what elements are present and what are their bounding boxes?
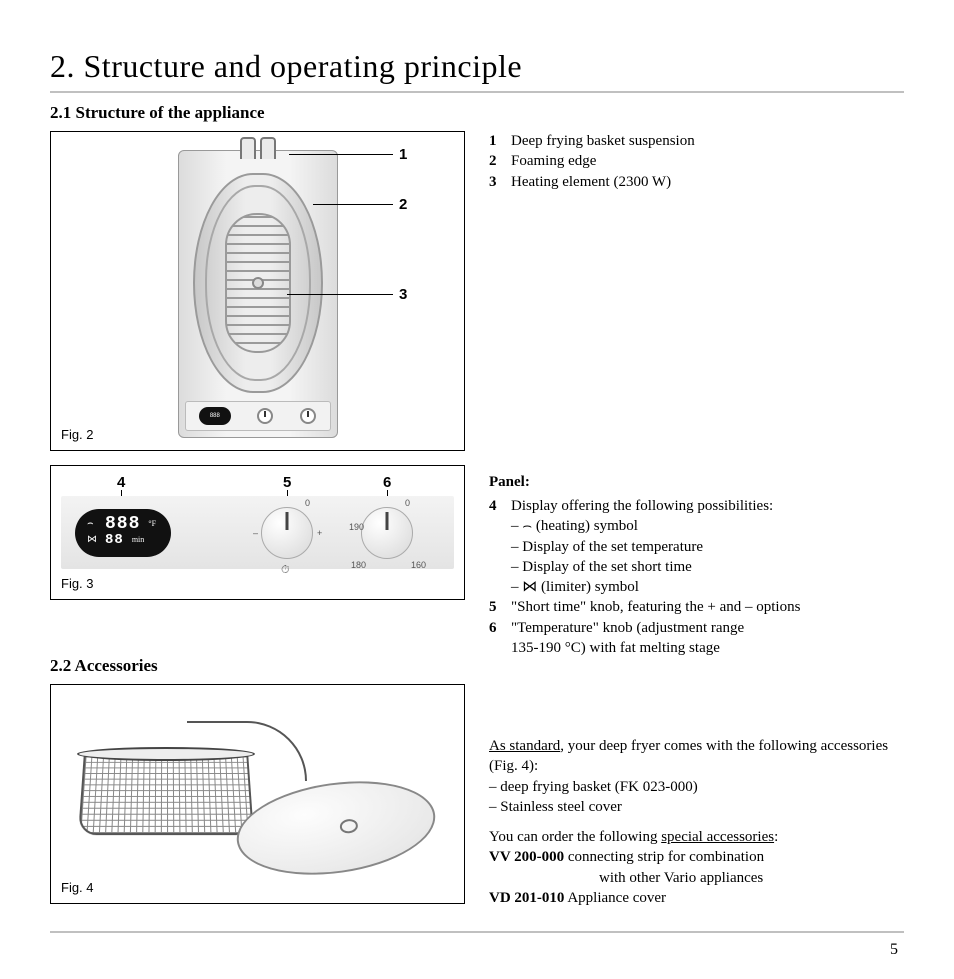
heating-icon: ⌢ [87,519,99,529]
legend-num: 3 [489,172,503,192]
legend-num: 1 [489,131,503,151]
panel-display: ⌢ 888 °F ⋈ 88 min [75,509,171,557]
figure-4: Fig. 4 [50,684,465,904]
rule-bottom [50,931,904,933]
temperature-knob [361,507,413,559]
section-2-1-heading: 2.1 Structure of the appliance [50,103,465,123]
figure-3-caption: Fig. 3 [61,576,94,591]
knob6-180: 180 [351,560,366,570]
legend-text: Display offering the following possibili… [511,496,773,516]
legend-text-cont: 135-190 °C) with fat melting stage [511,638,904,658]
code-vd: VD 201-010 [489,890,564,906]
short-time-knob [261,507,313,559]
legend-text: "Temperature" knob (adjustment range [511,618,744,638]
mini-knob-icon [257,408,273,424]
display-temp: 888 [105,515,140,533]
knob6-190: 190 [349,522,364,532]
figure-2-caption: Fig. 2 [61,427,94,442]
text: Appliance cover [564,890,666,906]
basket-mesh [78,755,254,835]
callout-1: 1 [399,146,407,163]
figure-3: 4 5 6 ⌢ 888 °F ⋈ 88 min 0 – + ⏱ 0 190 180 16… [50,465,465,600]
figure-2: 888 1 2 3 Fig. 2 [50,131,465,451]
right-column: 1 Deep frying basket suspension 2 Foaming … [489,103,904,918]
legend-num: 5 [489,597,503,617]
page-number: 5 [890,941,898,959]
panel-legend: Panel: 4 Display offering the following p… [489,472,904,658]
callout-line [287,294,393,295]
mini-display-icon: 888 [199,407,231,425]
legend-subitem: – ⋈ (limiter) symbol [529,577,904,597]
timer-icon: ⏱ [281,564,290,577]
callout-line [313,204,393,205]
knob6-160: 160 [411,560,426,570]
accessories-text: As standard, your deep fryer comes with … [489,736,904,908]
legend-subitem: – ⌢ (heating) symbol [529,516,904,536]
display-time-unit: min [132,536,144,544]
callout-line [289,154,393,155]
text: : [774,829,778,845]
callout-6: 6 [383,474,391,491]
text: You can order the following [489,829,661,845]
panel-heading: Panel: [489,472,904,492]
accessories-standard: As standard, your deep fryer comes with … [489,736,904,817]
accessories-special: You can order the following special acce… [489,827,904,908]
legend-num: 2 [489,151,503,171]
legend-1-3: 1 Deep frying basket suspension 2 Foaming … [489,131,904,192]
rule-top [50,91,904,93]
knob5-plus: + [317,528,322,538]
basket-rim [77,747,255,761]
fryer-well [193,173,323,393]
callout-5: 5 [283,474,291,491]
text-indent: with other Vario appliances [599,868,904,888]
callout-2: 2 [399,196,407,213]
figure-4-caption: Fig. 4 [61,880,94,895]
heating-element [225,213,291,353]
legend-text: Heating element (2300 W) [511,172,671,192]
legend-text: Deep frying basket suspension [511,131,695,151]
underline-special-acc: special accessories [661,829,774,845]
list-item: – Stainless steel cover [489,799,622,815]
section-2-2-heading: 2.2 Accessories [50,656,465,676]
limiter-icon: ⋈ [87,535,99,545]
page-title: 2. Structure and operating principle [50,48,904,85]
legend-num: 6 [489,618,503,638]
left-column: 2.1 Structure of the appliance 888 1 2 [50,103,465,918]
knob5-minus: – [253,528,258,538]
two-column-layout: 2.1 Structure of the appliance 888 1 2 [50,103,904,918]
callout-3: 3 [399,286,407,303]
legend-num: 4 [489,496,503,516]
legend-subitem: – Display of the set temperature [529,537,904,557]
display-temp-unit: °F [148,520,156,528]
underline-as-standard: As standard [489,738,560,754]
code-vv: VV 200-000 [489,849,564,865]
text: connecting strip for combination [564,849,764,865]
legend-text: Foaming edge [511,151,596,171]
knob5-zero: 0 [305,498,310,508]
list-item: – deep frying basket (FK 023-000) [489,779,698,795]
basket-suspension-icon [238,137,278,159]
callout-4: 4 [117,474,125,491]
legend-text: "Short time" knob, featuring the + and –… [511,597,800,617]
display-time: 88 [105,533,124,547]
knob6-zero: 0 [405,498,410,508]
control-strip: 888 [185,401,331,431]
mini-knob-icon [300,408,316,424]
legend-subitem: – Display of the set short time [529,557,904,577]
